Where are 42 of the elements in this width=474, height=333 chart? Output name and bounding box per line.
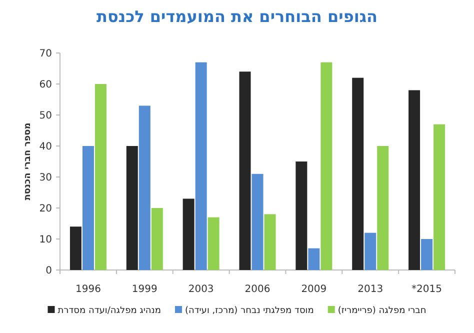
bar	[434, 124, 446, 270]
y-axis-title: מספר חברי הכנסת	[23, 122, 33, 200]
y-tick-label: 20	[39, 204, 52, 214]
y-tick-label: 30	[39, 172, 52, 184]
y-tick-label: 60	[39, 80, 52, 90]
bar	[208, 217, 220, 270]
legend-label: מנהיג מפלגה/ועדה מסדרת	[58, 306, 161, 316]
x-tick-label: 1996	[75, 284, 101, 295]
bar	[264, 214, 276, 270]
x-tick-label: 2003	[188, 284, 214, 295]
x-tick-label: 1999	[132, 284, 158, 295]
bar	[195, 62, 207, 270]
y-tick-label: 0	[46, 266, 52, 276]
bar	[421, 239, 433, 270]
bar	[364, 232, 376, 270]
bar	[408, 90, 420, 270]
x-tick-label: 2013	[358, 284, 384, 295]
x-tick-label: 2006	[244, 284, 270, 295]
x-tick-label: *2015	[412, 284, 442, 295]
bar	[82, 146, 94, 270]
bar	[138, 106, 150, 270]
bar	[151, 208, 163, 270]
legend: מנהיג מפלגה/ועדה מסדרת מוסד מפלגתי נבחר (מרכז, ועידה) חברי מפלגה (פריימריז)	[48, 306, 426, 316]
bar	[352, 78, 364, 270]
x-tick-label: 2009	[301, 284, 327, 295]
y-tick-label: 50	[39, 110, 52, 122]
bar	[252, 174, 264, 270]
legend-label: מוסד מפלגתי נבחר (מרכז, ועידה)	[184, 306, 314, 316]
legend-label: חברי מפלגה (פריימריז)	[338, 306, 426, 316]
bar	[296, 162, 308, 270]
y-tick-label: 40	[39, 142, 52, 152]
y-tick-label: 10	[39, 234, 52, 246]
bar	[377, 146, 389, 270]
bar	[308, 248, 320, 270]
y-tick-label: 70	[39, 48, 52, 60]
bar	[94, 84, 106, 270]
bar	[182, 198, 194, 270]
bar	[239, 72, 251, 270]
chart-title: הגופים הבוחרים את המועמדים לכנסת	[96, 7, 378, 26]
bar	[126, 146, 138, 270]
bar	[70, 226, 82, 270]
bar	[320, 62, 332, 270]
